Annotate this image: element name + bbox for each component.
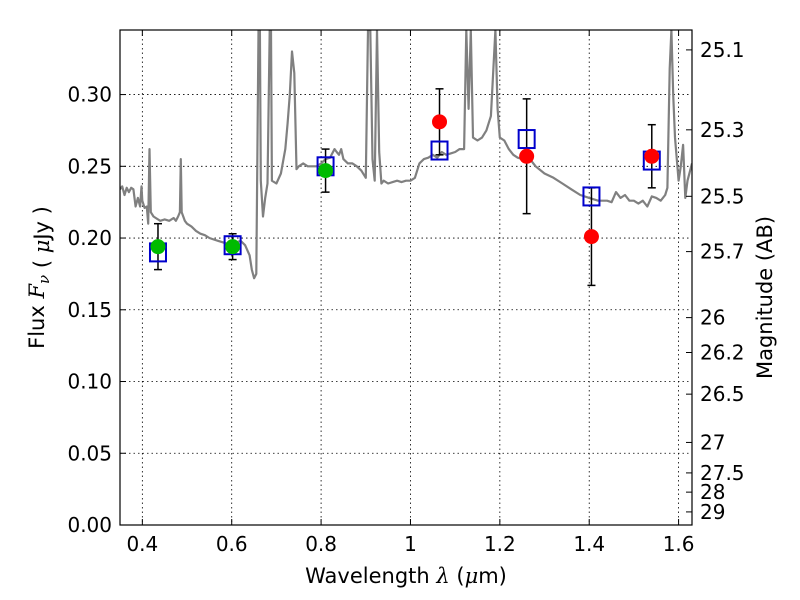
ticks-layer: 0.4 0.6 0.8 1 1.2 1.4 1.6 0.00 0.05 0.10 0.15 0.20 0…	[67, 30, 745, 556]
open-square-marker	[430, 140, 449, 161]
x-tick-label: 0.4	[126, 532, 158, 556]
y-tick-label: 0.10	[67, 370, 112, 394]
filled-circle-marker	[318, 163, 334, 179]
right-tick-label: 28	[700, 480, 725, 504]
x-tick-label: 1	[404, 532, 417, 556]
x-tick-label: 1.2	[484, 532, 516, 556]
y-axis-label: Flux Fν ( μJy )	[25, 206, 54, 349]
filled-circle-marker	[519, 148, 535, 164]
x-tick-label: 0.6	[216, 532, 248, 556]
y-tick-label: 0.15	[67, 298, 112, 322]
y-tick-label: 0.20	[67, 226, 112, 250]
y-tick-label: 0.05	[67, 441, 112, 465]
filled-circle-marker	[432, 114, 448, 130]
x-tick-label: 1.6	[663, 532, 695, 556]
x-tick-label: 0.8	[305, 532, 337, 556]
right-tick-label: 26.5	[700, 382, 745, 406]
right-axis-label: Magnitude (AB)	[753, 216, 777, 379]
y-tick-label: 0.30	[67, 83, 112, 107]
model-spectrum-line	[120, 30, 692, 280]
right-tick-label: 25.5	[700, 184, 745, 208]
right-tick-label: 27.5	[700, 461, 745, 485]
plot-frame	[119, 29, 693, 526]
right-tick-label: 25.7	[700, 240, 745, 264]
right-tick-label: 26	[700, 306, 725, 330]
filled-circle-marker	[150, 239, 166, 255]
right-tick-label: 25.3	[700, 118, 745, 142]
right-tick-label: 27	[700, 430, 725, 454]
y-tick-label: 0.00	[67, 513, 112, 537]
filled-circle-marker	[225, 239, 241, 255]
filled-circle-marker	[583, 229, 599, 245]
right-tick-label: 26.2	[700, 341, 745, 365]
model-spectrum-layer	[120, 30, 692, 280]
markers-layer	[148, 114, 661, 263]
y-tick-label: 0.25	[67, 154, 112, 178]
grid	[120, 30, 692, 525]
open-square-marker	[223, 235, 242, 256]
right-tick-label: 25.1	[700, 38, 745, 62]
open-square-marker	[517, 129, 536, 150]
filled-circle-marker	[644, 148, 660, 164]
open-square-marker	[582, 186, 601, 207]
x-axis-label: Wavelength λ (μm)	[305, 564, 507, 588]
x-tick-label: 1.4	[573, 532, 605, 556]
right-tick-label: 29	[700, 500, 725, 524]
